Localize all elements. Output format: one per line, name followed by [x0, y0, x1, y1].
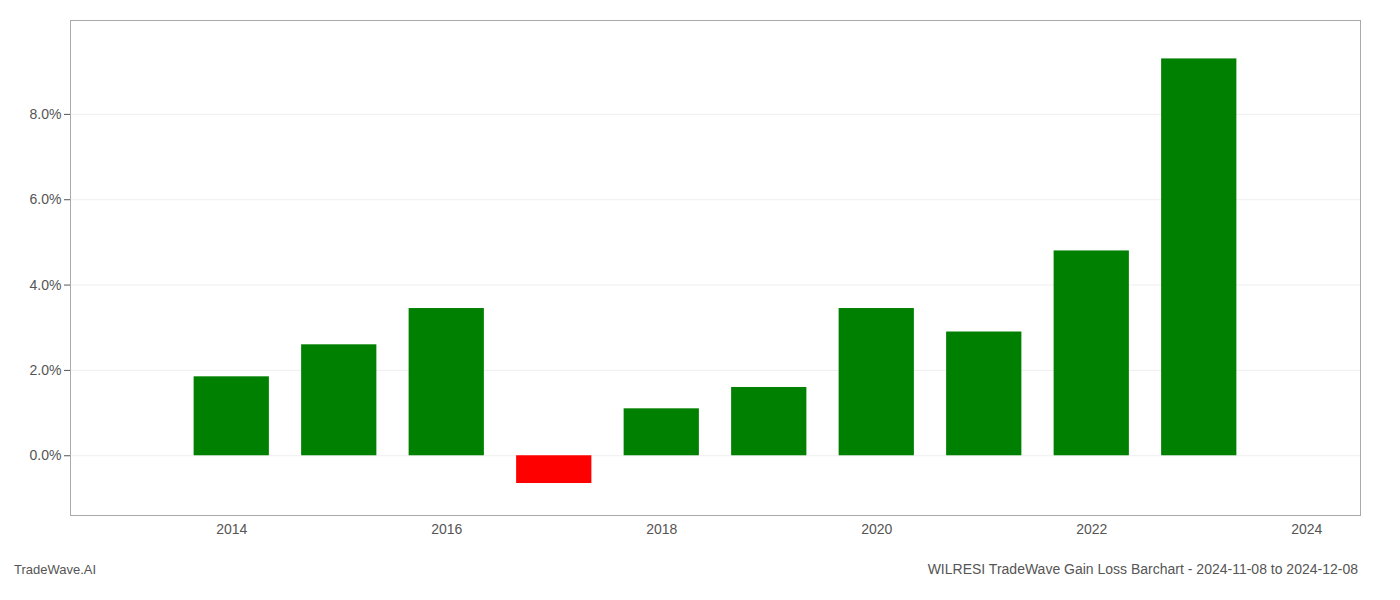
svg-text:8.0%: 8.0% — [30, 106, 62, 122]
svg-text:2020: 2020 — [861, 521, 892, 537]
svg-text:4.0%: 4.0% — [30, 277, 62, 293]
svg-text:2022: 2022 — [1076, 521, 1107, 537]
svg-text:2016: 2016 — [431, 521, 462, 537]
svg-text:0.0%: 0.0% — [30, 447, 62, 463]
html-text:WILRESI TradeWave Gain Loss Ba: WILRESI TradeWave Gain Loss Barchart - 2… — [927, 561, 1358, 577]
svg-text:6.0%: 6.0% — [30, 191, 62, 207]
svg-text:2014: 2014 — [216, 521, 247, 537]
svg-text:2018: 2018 — [646, 521, 677, 537]
html-text:TradeWave.AI: TradeWave.AI — [14, 562, 97, 577]
svg-text:2.0%: 2.0% — [30, 362, 62, 378]
svg-text:2024: 2024 — [1291, 521, 1322, 537]
